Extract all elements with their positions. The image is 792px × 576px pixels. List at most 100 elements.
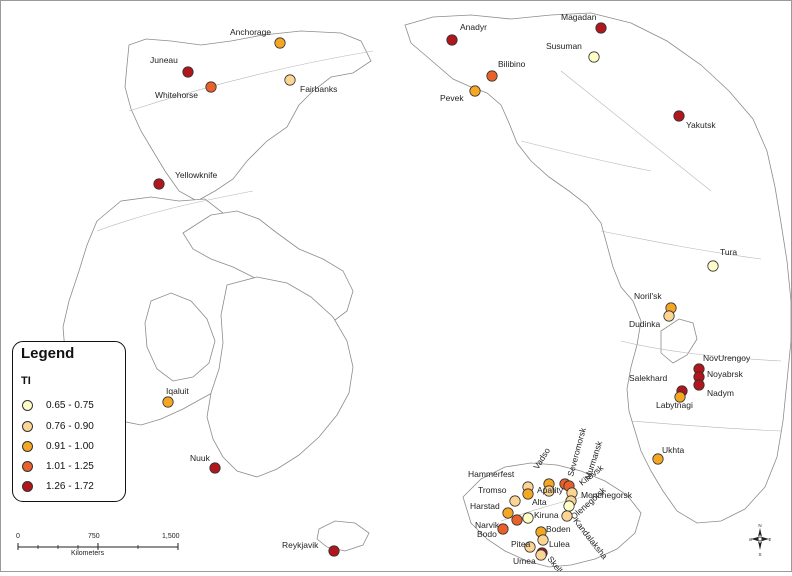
city-label: Bilibino: [498, 59, 526, 69]
city-label: Tromso: [478, 485, 507, 495]
city-label: Pevek: [440, 93, 464, 103]
city-label: Dudinka: [629, 319, 660, 329]
compass-east-label: E: [768, 537, 771, 542]
compass-south-label: S: [758, 552, 761, 557]
city-label: Anchorage: [230, 27, 271, 37]
admin-boundary: [560, 70, 712, 192]
legend-item-label: 1.01 - 1.25: [46, 460, 94, 472]
city-label: Nadym: [707, 388, 734, 398]
city-marker[interactable]: [522, 512, 534, 524]
landmass-greenland: [206, 276, 354, 478]
city-marker[interactable]: [162, 396, 174, 408]
city-label: Juneau: [150, 55, 178, 65]
city-marker[interactable]: [561, 510, 573, 522]
city-marker[interactable]: [673, 110, 685, 122]
landmass-baffin: [144, 292, 216, 382]
city-marker[interactable]: [537, 534, 549, 546]
city-marker[interactable]: [693, 379, 705, 391]
landmass-siberia: [404, 12, 792, 524]
admin-boundary: [96, 190, 254, 232]
landmass-scandinavia: [462, 462, 642, 568]
city-marker[interactable]: [182, 66, 194, 78]
city-marker[interactable]: [595, 22, 607, 34]
scale-bar: 0 750 1,500 Kilometers: [16, 533, 196, 563]
city-marker[interactable]: [446, 34, 458, 46]
city-marker[interactable]: [674, 391, 686, 403]
city-marker[interactable]: [497, 523, 509, 535]
city-label: Nuuk: [190, 453, 211, 463]
scale-tick-label: 750: [88, 533, 100, 540]
city-label: Noyabrsk: [707, 369, 744, 379]
city-marker[interactable]: [284, 74, 296, 86]
city-label: Fairbanks: [300, 84, 337, 94]
city-marker[interactable]: [511, 514, 523, 526]
city-marker[interactable]: [652, 453, 664, 465]
legend-field-name: TI: [21, 375, 31, 387]
city-label: Umea: [513, 556, 536, 566]
admin-boundary: [520, 140, 652, 172]
city-marker[interactable]: [205, 81, 217, 93]
city-label: NovUrengoy: [703, 353, 751, 363]
city-marker[interactable]: [274, 37, 286, 49]
city-marker[interactable]: [588, 51, 600, 63]
city-marker[interactable]: [543, 485, 555, 497]
admin-boundary: [620, 340, 782, 362]
city-label: Anadyr: [460, 22, 487, 32]
scale-bar-graphic: [17, 543, 179, 550]
city-label: Yakutsk: [686, 120, 716, 130]
city-label: Narvik: [475, 520, 500, 530]
legend-item-label: 0.76 - 0.90: [46, 420, 94, 432]
legend-swatch: [22, 480, 33, 492]
city-marker[interactable]: [328, 545, 340, 557]
admin-boundary: [128, 50, 374, 112]
city-label: Bodo: [477, 529, 497, 539]
city-label: Harstad: [470, 501, 500, 511]
admin-boundary: [600, 230, 762, 260]
city-label: Boden: [546, 524, 571, 534]
landmass-iceland: [316, 520, 370, 552]
compass-west-label: W: [749, 537, 753, 542]
scale-tick-label: 1,500: [162, 533, 180, 540]
city-label: Susuman: [546, 41, 582, 51]
legend-item-label: 0.91 - 1.00: [46, 440, 94, 452]
city-marker[interactable]: [663, 310, 675, 322]
city-label: Kiruna: [534, 510, 559, 520]
city-label: Ukhta: [662, 445, 684, 455]
city-label: Yellowknife: [175, 170, 217, 180]
legend-item-label: 0.65 - 0.75: [46, 399, 94, 411]
legend-swatch: [22, 399, 33, 411]
legend-swatch: [22, 440, 33, 452]
legend-item-label: 1.26 - 1.72: [46, 480, 94, 492]
city-label: Labytnagi: [656, 400, 693, 410]
scale-unit-label: Kilometers: [71, 550, 105, 557]
city-label: Reykjavik: [282, 540, 319, 550]
compass-rose-icon: N S W E: [748, 523, 772, 557]
city-label: Apatity: [537, 485, 564, 495]
landmass-novaya-zemlya: [660, 318, 698, 364]
city-marker[interactable]: [209, 462, 221, 474]
compass-north-label: N: [758, 523, 761, 528]
north-arrow: N S W E: [748, 522, 772, 558]
city-marker[interactable]: [707, 260, 719, 272]
city-marker[interactable]: [509, 495, 521, 507]
legend-item: 0.65 - 0.75: [22, 398, 94, 412]
city-marker[interactable]: [153, 178, 165, 190]
city-label: Noril'sk: [634, 291, 662, 301]
legend-swatch: [22, 460, 33, 472]
legend-item: 1.26 - 1.72: [22, 479, 94, 493]
city-label: Whitehorse: [155, 90, 198, 100]
city-marker[interactable]: [524, 541, 536, 553]
city-label: Lulea: [549, 539, 570, 549]
city-marker[interactable]: [522, 488, 534, 500]
legend-swatch: [22, 420, 33, 432]
legend-item: 0.91 - 1.00: [22, 439, 94, 453]
legend-item: 0.76 - 0.90: [22, 419, 94, 433]
city-marker[interactable]: [535, 549, 547, 561]
city-label: Iqaluit: [166, 386, 189, 396]
city-marker[interactable]: [469, 85, 481, 97]
city-marker[interactable]: [502, 507, 514, 519]
city-marker[interactable]: [486, 70, 498, 82]
city-label: Hammerfest: [468, 469, 515, 479]
